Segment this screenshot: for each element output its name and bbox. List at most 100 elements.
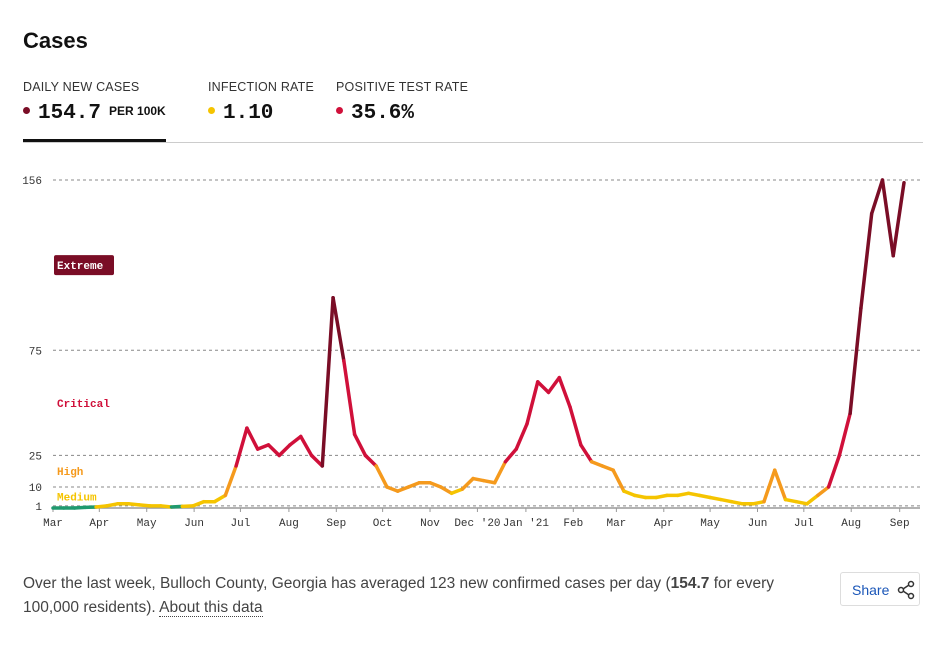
line-segment [277,443,292,458]
summary: Over the last week, Bulloch County, Geor… [23,572,823,620]
tab[interactable]: INFECTION RATE 1.10 [208,80,314,141]
level-label: Extreme [57,261,104,273]
line-segment [471,476,486,483]
line-segment [374,464,389,489]
line-segment [654,493,669,500]
line-segment [449,487,465,496]
line-segment [751,499,766,506]
line-segment [816,485,831,498]
summary-text: for every 100,000 residents). [23,575,775,616]
line-segment [535,380,551,395]
line-segment [503,447,518,464]
line-segment [395,485,411,493]
line-segment [363,453,378,468]
line-segment [482,478,497,485]
line-segment [72,505,88,510]
line-segment [342,359,357,437]
line-segment [805,493,820,506]
line-segment [762,468,777,504]
x-tick-label: Nov [420,518,440,530]
x-tick-label: Apr [654,518,674,530]
y-tick-label: 10 [29,483,42,495]
x-tick-label: Feb [563,518,583,530]
line-segment [697,493,712,500]
x-tick-label: Jul [231,518,251,530]
share-button[interactable]: Share [840,572,920,606]
about-link[interactable]: About this data [159,599,263,617]
title: Cases [23,28,88,53]
line-segment [255,443,271,451]
line-segment [126,502,141,507]
line-segment [794,499,809,506]
line-segment [439,485,454,496]
level-label: Critical [57,399,110,411]
line-segment [288,434,303,447]
line-segment [105,502,120,508]
y-tick-label: 75 [29,346,42,358]
line-segment [611,468,626,493]
line-segment [352,432,368,458]
tab-label: POSITIVE TEST RATE [336,80,469,94]
line-segment [460,476,475,491]
line-segment [686,491,702,498]
y-tick-label: 156 [22,176,42,188]
line-segment [869,178,885,216]
tab-dot [208,107,215,114]
line-segment [708,495,723,502]
line-segment [632,493,648,500]
line-segment [331,295,346,363]
line-segment [622,489,637,498]
tab[interactable]: POSITIVE TEST RATE 35.6% [336,80,468,141]
tab-value: 154.7 [38,102,102,125]
x-tick-label: Jun [748,518,768,530]
summary-text: Over the last week, Bulloch County, Geor… [23,575,671,592]
line-segment [557,375,572,409]
summary-bold: 154.7 [670,575,710,592]
x-tick-label: Apr [89,518,109,530]
share-icon [897,580,915,600]
line-segment [320,295,335,468]
line-segment [428,481,443,489]
line-segment [848,306,863,416]
line-segment [223,464,238,498]
tab-dot [23,107,30,114]
line-segment [729,499,745,506]
line-segment [309,453,325,468]
line-segment [525,380,540,426]
tab-label: DAILY NEW CASES [23,80,140,94]
line-segment [579,443,594,464]
x-tick-label: May [137,518,157,530]
line-segment [600,464,615,472]
line-segment [191,499,206,508]
line-segment [385,485,400,493]
x-tick-label: Oct [373,518,393,530]
chart: 1 10 25 75 156 Mar Apr May Jun Jul Aug Sep Oct Nov Dec… [22,176,920,530]
line-segment [880,178,895,258]
line-segment [719,497,734,504]
line-segment [406,481,422,489]
x-tick-label: Mar [43,518,63,530]
x-tick-label: Dec '20 [454,518,500,530]
share-label: Share [852,582,890,598]
x-tick-label: Aug [841,518,861,530]
tab-value-row: 35.6% [336,102,468,125]
tab[interactable]: DAILY NEW CASES 154.7 PER 100K [23,80,166,142]
line-segment [514,422,529,451]
tab-value-row: 154.7 PER 100K [23,102,166,125]
tab-dot [336,107,343,114]
tab-value-row: 1.10 [208,102,314,125]
line-segment [212,493,228,504]
line-segment [94,504,109,509]
tabs: DAILY NEW CASES 154.7 PER 100K INFECTION RA… [23,80,923,143]
tab-unit: PER 100K [109,104,166,118]
x-tick-label: Jul [794,518,814,530]
level-label: High [57,467,83,479]
line-segment [676,491,691,498]
line-segment [859,211,874,311]
y-tick-label: 25 [29,451,42,463]
line-segment [169,504,185,509]
tab-value: 35.6% [351,102,415,125]
x-tick-label: Sep [890,518,910,530]
level-badge [54,255,114,276]
